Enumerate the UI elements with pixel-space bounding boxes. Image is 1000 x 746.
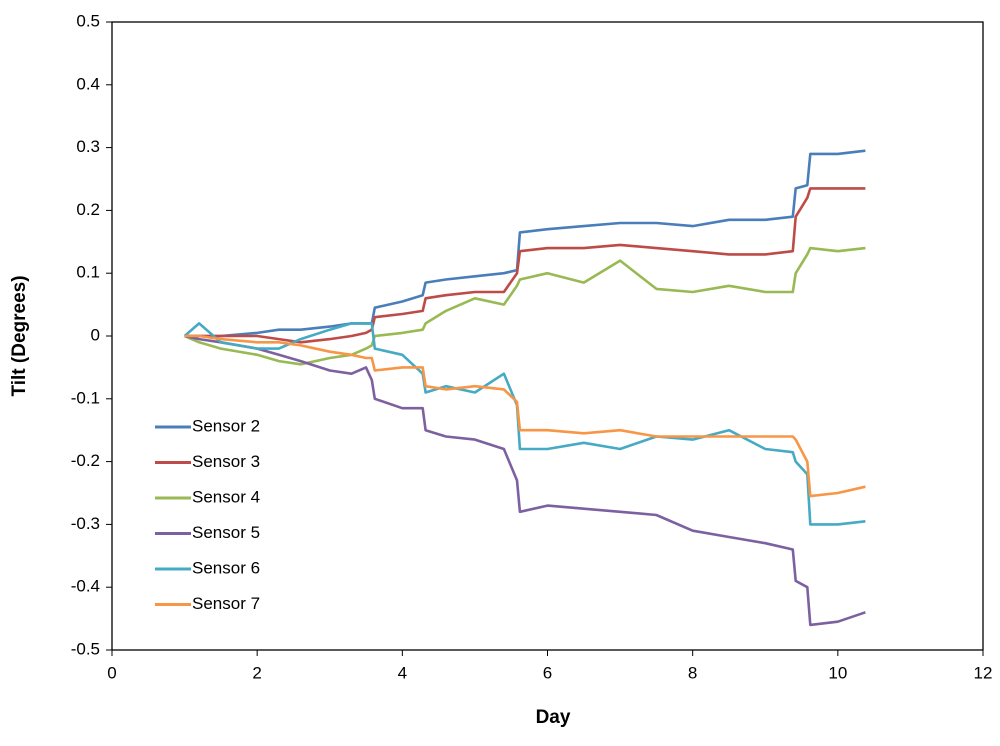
x-tick-label: 8 <box>688 663 697 682</box>
x-tick-label: 2 <box>252 663 261 682</box>
series-line <box>183 322 866 526</box>
y-tick-label: -0.3 <box>71 514 100 533</box>
y-tick-label: 0 <box>91 325 100 344</box>
legend-label: Sensor 7 <box>192 594 260 613</box>
y-tick-label: 0.4 <box>76 74 100 93</box>
legend-label: Sensor 3 <box>192 452 260 471</box>
x-tick-label: 6 <box>543 663 552 682</box>
legend-label: Sensor 6 <box>192 558 260 577</box>
legend-label: Sensor 4 <box>192 487 260 506</box>
legend-label: Sensor 5 <box>192 523 260 542</box>
y-tick-label: -0.1 <box>71 388 100 407</box>
x-axis-title: Day <box>536 707 571 728</box>
y-tick-label: 0.2 <box>76 200 100 219</box>
legend-label: Sensor 2 <box>192 416 260 435</box>
y-tick-label: -0.2 <box>71 451 100 470</box>
series-line <box>184 187 866 344</box>
y-tick-label: 0.3 <box>76 137 100 156</box>
x-tick-label: 12 <box>974 663 993 682</box>
y-tick-label: -0.4 <box>71 577 100 596</box>
series-line <box>184 149 866 338</box>
series-line <box>184 334 866 627</box>
y-tick-label: 0.5 <box>76 11 100 30</box>
x-tick-label: 10 <box>828 663 847 682</box>
y-axis-title: Tilt (Degrees) <box>9 275 30 396</box>
x-tick-label: 4 <box>398 663 407 682</box>
series-line <box>184 334 866 498</box>
x-tick-label: 0 <box>107 663 116 682</box>
y-tick-label: 0.1 <box>76 263 100 282</box>
series-line <box>184 246 866 366</box>
y-tick-label: -0.5 <box>71 639 100 658</box>
